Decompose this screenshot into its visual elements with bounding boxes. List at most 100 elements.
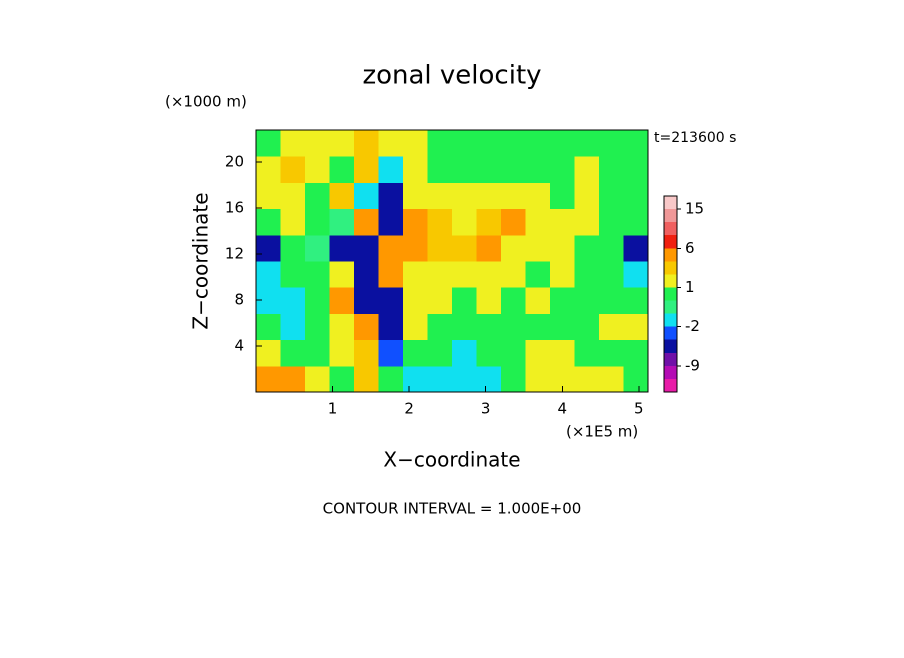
field-cell xyxy=(354,339,379,367)
field-cell xyxy=(623,261,649,288)
field-cell xyxy=(525,313,551,341)
y-unit: (×1000 m) xyxy=(165,93,247,111)
field-cell xyxy=(452,156,477,183)
field-cell xyxy=(452,208,477,236)
field-cell xyxy=(280,130,306,157)
field-cell xyxy=(599,287,624,314)
field-cell xyxy=(256,339,281,367)
field-cell xyxy=(574,234,600,262)
field-cell xyxy=(501,130,526,157)
field-cell xyxy=(354,208,379,236)
y-tick-label: 16 xyxy=(225,199,244,217)
field-cell xyxy=(427,182,453,210)
field-cell xyxy=(403,208,428,236)
field-cell xyxy=(354,287,379,314)
field-cell xyxy=(329,313,355,341)
field-cell xyxy=(599,234,624,262)
colorbar-band xyxy=(664,313,677,327)
field-cell xyxy=(305,261,330,288)
field-cell xyxy=(574,313,600,341)
field-cell xyxy=(550,182,575,210)
field-cell xyxy=(452,287,477,314)
field-cell xyxy=(476,365,502,393)
field-cell xyxy=(599,208,624,236)
field-cell xyxy=(378,208,404,236)
field-cell xyxy=(427,339,453,367)
field-cell xyxy=(354,313,379,341)
field-cell xyxy=(427,365,453,393)
field-cell xyxy=(329,365,355,393)
field-cell xyxy=(378,130,404,157)
field-cell xyxy=(305,234,330,262)
field-cell xyxy=(623,339,649,367)
field-cell xyxy=(305,130,330,157)
field-cell xyxy=(280,287,306,314)
field-cell xyxy=(403,365,428,393)
field-cell xyxy=(452,182,477,210)
field-cell xyxy=(427,208,453,236)
y-tick-label: 12 xyxy=(225,245,244,263)
y-tick-label: 8 xyxy=(234,291,244,309)
field-cell xyxy=(501,234,526,262)
field-cell xyxy=(280,261,306,288)
field-cell xyxy=(280,339,306,367)
field-cell xyxy=(525,130,551,157)
field-cell xyxy=(550,208,575,236)
colorbar-band xyxy=(664,261,677,275)
field-cell xyxy=(403,156,428,183)
field-cell xyxy=(256,234,281,262)
field-cell xyxy=(329,339,355,367)
field-cell xyxy=(378,313,404,341)
x-tick-label: 5 xyxy=(634,400,644,418)
field-cell xyxy=(525,182,551,210)
field-cell xyxy=(452,261,477,288)
field-cell xyxy=(403,182,428,210)
field-cell xyxy=(501,261,526,288)
field-cell xyxy=(550,287,575,314)
field-cell xyxy=(476,156,502,183)
field-cell xyxy=(329,208,355,236)
field-cell xyxy=(280,313,306,341)
colorbar-tick-label: 1 xyxy=(685,278,695,296)
field-cell xyxy=(525,208,551,236)
field-cell xyxy=(599,130,624,157)
colorbar-band xyxy=(664,274,677,288)
field-cell xyxy=(574,261,600,288)
field-cell xyxy=(623,130,649,157)
field-cell xyxy=(452,313,477,341)
field-cell xyxy=(427,234,453,262)
field-cell xyxy=(476,234,502,262)
colorbar-band xyxy=(664,326,677,340)
field-cell xyxy=(378,339,404,367)
field-cell xyxy=(623,208,649,236)
field-cell xyxy=(427,313,453,341)
field-cell xyxy=(476,208,502,236)
field-cell xyxy=(574,156,600,183)
field-cell xyxy=(329,156,355,183)
field-cell xyxy=(550,261,575,288)
field-cell xyxy=(354,182,379,210)
field-cell xyxy=(501,287,526,314)
field-cell xyxy=(550,339,575,367)
field-cell xyxy=(354,261,379,288)
field-cell xyxy=(403,234,428,262)
field-cell xyxy=(256,261,281,288)
x-unit: (×1E5 m) xyxy=(566,423,638,441)
colorbar-band xyxy=(664,300,677,314)
field-cell xyxy=(476,182,502,210)
field-cell xyxy=(256,130,281,157)
field-cell xyxy=(256,365,281,393)
colorbar-band xyxy=(664,352,677,366)
field-cell xyxy=(305,208,330,236)
field-cell xyxy=(574,339,600,367)
field-cell xyxy=(574,287,600,314)
field-cell xyxy=(280,156,306,183)
field-cell xyxy=(354,365,379,393)
field-cell xyxy=(550,234,575,262)
plot-frame xyxy=(255,129,649,393)
colorbar-tick-label: 15 xyxy=(685,200,704,218)
x-tick-label: 3 xyxy=(481,400,491,418)
field-cell xyxy=(476,261,502,288)
field-cell xyxy=(550,313,575,341)
